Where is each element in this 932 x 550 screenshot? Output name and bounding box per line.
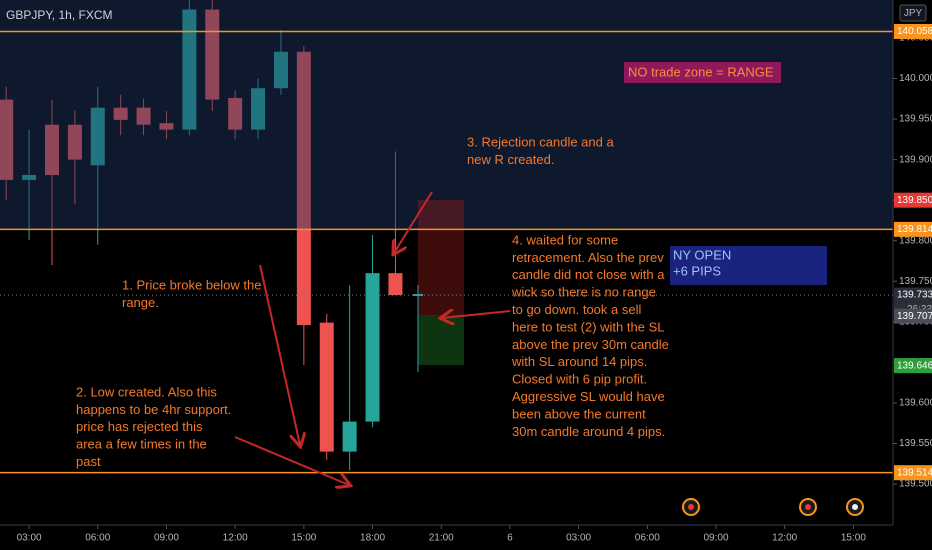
- price-label: 139.514: [897, 467, 932, 478]
- candle-body: [67, 124, 82, 160]
- chart-title: GBPJPY, 1h, FXCM: [6, 8, 112, 22]
- x-tick-label: 21:00: [429, 533, 454, 544]
- candle-body: [273, 51, 288, 89]
- candle-body: [113, 107, 128, 120]
- price-label-box: [894, 192, 932, 208]
- annotation-text: here to test (2) with the SL: [512, 319, 664, 334]
- event-icon-dot: [852, 504, 858, 510]
- no-trade-box: [624, 62, 781, 83]
- candle-body: [136, 107, 151, 125]
- axis-labels: 139.500139.550139.600139.650139.700139.7…: [17, 23, 932, 544]
- box-text: +6 PIPS: [673, 263, 721, 278]
- arrow: [394, 191, 433, 253]
- candle-body: [159, 123, 174, 130]
- price-label-box: [894, 221, 932, 237]
- price-label-box: [894, 308, 932, 324]
- x-tick-label: 03:00: [17, 533, 42, 544]
- price-label-box: [894, 465, 932, 481]
- candle-body: [365, 273, 380, 422]
- candle-body: [90, 107, 105, 166]
- annotation-text: range.: [122, 295, 159, 310]
- x-tick-label: 18:00: [360, 533, 385, 544]
- ny-open-box: [670, 246, 827, 285]
- y-tick-label: 139.950: [899, 114, 932, 125]
- annotation-text: area a few times in the: [76, 437, 207, 452]
- candle-body: [182, 9, 197, 130]
- price-label: 139.646: [897, 360, 932, 371]
- y-tick-label: 139.900: [899, 154, 932, 165]
- price-label-box: [894, 287, 932, 303]
- currency-label[interactable]: JPY: [904, 8, 923, 19]
- event-icon-dot: [805, 504, 811, 510]
- box-text: NY OPEN: [673, 247, 731, 262]
- x-tick-label: 12:00: [223, 533, 248, 544]
- box-text: NO trade zone = RANGE: [628, 64, 774, 79]
- annotation-text: price has rejected this: [76, 419, 203, 434]
- price-label: 140.058: [897, 26, 932, 37]
- stop-zone: [418, 200, 464, 315]
- target-zone: [418, 315, 464, 365]
- price-label: 139.733: [897, 290, 932, 301]
- range-zone: [0, 0, 893, 229]
- x-tick-label: 03:00: [566, 533, 591, 544]
- price-label: 139.707: [897, 311, 932, 322]
- annotation-text: past: [76, 454, 101, 469]
- plot-area: [0, 0, 403, 471]
- y-tick-label: 139.600: [899, 398, 932, 409]
- annotation-text: Aggressive SL would have: [512, 389, 665, 404]
- arrow: [234, 436, 349, 485]
- annotation-text: 2. Low created. Also this: [76, 384, 217, 399]
- arrows: [234, 191, 511, 485]
- x-tick-label: 09:00: [703, 533, 728, 544]
- annotation-text: to go down. took a sell: [512, 302, 641, 317]
- arrow: [259, 264, 300, 445]
- annotation-text: with SL around 14 pips.: [511, 354, 647, 369]
- candle-body: [296, 51, 311, 326]
- price-label: 139.814: [897, 224, 932, 235]
- annotation-text: 3. Rejection candle and a: [467, 134, 614, 149]
- y-tick-label: 139.750: [899, 276, 932, 287]
- y-tick-label: 139.800: [899, 235, 932, 246]
- candle-body: [228, 97, 243, 130]
- x-tick-label: 15:00: [291, 533, 316, 544]
- arrow: [442, 311, 511, 318]
- x-tick-label: 15:00: [841, 533, 866, 544]
- price-label: 139.850: [897, 195, 932, 206]
- candle-body: [388, 273, 403, 296]
- y-tick-label: 139.500: [899, 479, 932, 490]
- x-tick-label: 06:00: [635, 533, 660, 544]
- x-tick-label: 06:00: [85, 533, 110, 544]
- candle-body: [319, 322, 334, 452]
- annotation-text: happens to be 4hr support.: [76, 402, 231, 417]
- x-tick-label: 6: [507, 533, 513, 544]
- price-label-box: [894, 358, 932, 374]
- candle-body: [22, 175, 37, 180]
- annotation-text: above the prev 30m candle: [512, 337, 669, 352]
- x-tick-label: 09:00: [154, 533, 179, 544]
- price-label-box: [894, 23, 932, 39]
- annotation-text: 4. waited for some: [512, 232, 618, 247]
- event-icons: [682, 498, 864, 516]
- event-icon-dot: [688, 504, 694, 510]
- annotation-text: 1. Price broke below the: [122, 277, 261, 292]
- y-tick-label: 139.550: [899, 438, 932, 449]
- annotation-text: been above the current: [512, 406, 646, 421]
- candle-body: [0, 99, 14, 180]
- annotation-text: Closed with 6 pip profit.: [512, 372, 647, 387]
- annotation-text: 30m candle around 4 pips.: [512, 424, 665, 439]
- x-tick-label: 12:00: [772, 533, 797, 544]
- price-axis: [893, 0, 932, 550]
- y-tick-label: 140.000: [899, 73, 932, 84]
- annotation-text: new R created.: [467, 152, 554, 167]
- annotation-text: candle did not close with a: [512, 267, 665, 282]
- candle-body: [342, 421, 357, 452]
- annotation-text: retracement. Also the prev: [512, 250, 664, 265]
- candle-body: [251, 88, 266, 130]
- overlay: 1. Price broke below the range. 2. Low cre…: [0, 30, 893, 474]
- candle-body: [44, 124, 59, 176]
- annotation-text: wick so there is no range: [511, 285, 656, 300]
- currency-box[interactable]: [899, 4, 927, 22]
